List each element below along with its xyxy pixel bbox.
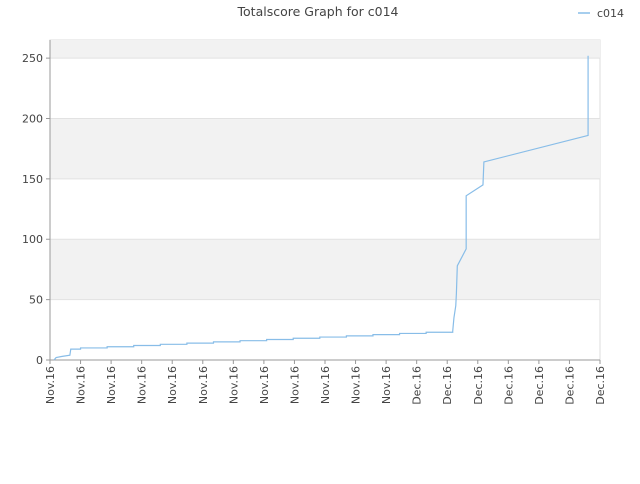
x-tick-label: Dec.16 <box>441 366 454 405</box>
x-tick-label: Nov.16 <box>197 366 210 404</box>
x-tick-label: Dec.16 <box>472 366 485 405</box>
x-tick-label: Dec.16 <box>533 366 546 405</box>
y-tick-label: 50 <box>29 294 43 307</box>
grid-band <box>50 118 600 179</box>
x-tick-label: Nov.16 <box>258 366 271 404</box>
x-tick-label: Dec.16 <box>502 366 515 405</box>
legend-label: c014 <box>597 7 624 20</box>
y-tick-label: 100 <box>22 233 43 246</box>
y-tick-label: 200 <box>22 112 43 125</box>
chart-title: Totalscore Graph for c014 <box>237 4 399 19</box>
x-tick-label: Dec.16 <box>594 366 607 405</box>
y-tick-label: 150 <box>22 173 43 186</box>
y-tick-label: 0 <box>36 354 43 367</box>
x-tick-label: Nov.16 <box>288 366 301 404</box>
x-tick-label: Nov.16 <box>227 366 240 404</box>
x-tick-label: Nov.16 <box>44 366 57 404</box>
x-tick-label: Nov.16 <box>136 366 149 404</box>
plot-background <box>49 39 601 361</box>
x-tick-label: Nov.16 <box>75 366 88 404</box>
x-tick-label: Nov.16 <box>105 366 118 404</box>
grid-band <box>50 40 600 59</box>
x-tick-label: Dec.16 <box>563 366 576 405</box>
series-line <box>53 55 589 361</box>
x-tick-label: Nov.16 <box>350 366 363 404</box>
grid-band <box>50 239 600 300</box>
x-tick-label: Nov.16 <box>319 366 332 404</box>
y-tick-label: 250 <box>22 52 43 65</box>
x-tick-label: Nov.16 <box>166 366 179 404</box>
x-tick-label: Dec.16 <box>411 366 424 405</box>
x-tick-label: Nov.16 <box>380 366 393 404</box>
